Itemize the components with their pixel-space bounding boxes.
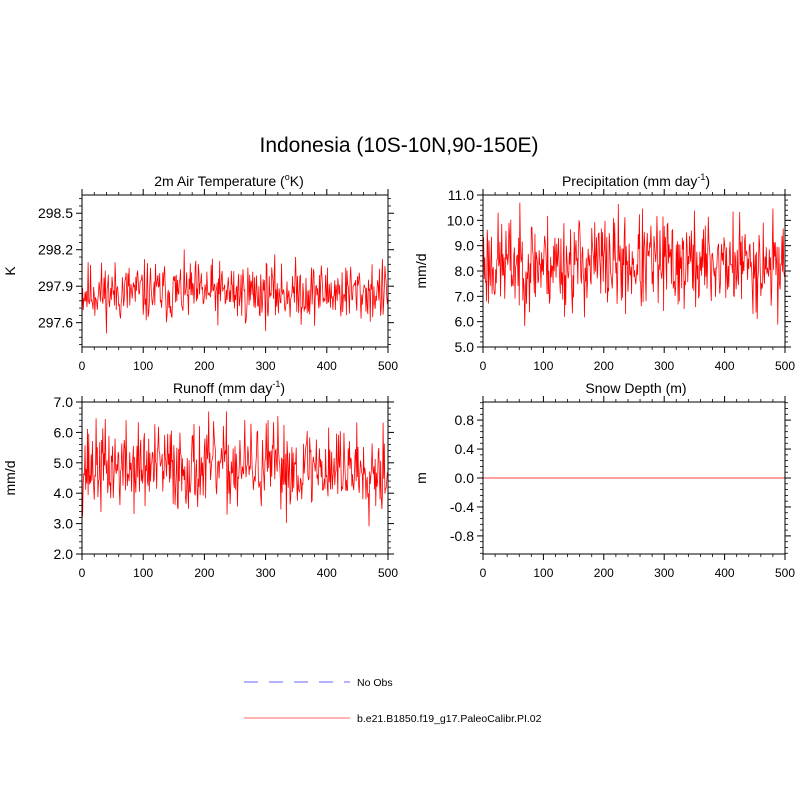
plot-frame — [81, 194, 389, 348]
x-tick-label: 0 — [480, 359, 487, 373]
y-tick-label: 8.0 — [455, 263, 475, 279]
x-tick-label: 200 — [594, 359, 614, 373]
x-tick-label: 300 — [256, 566, 276, 580]
y-axis-label: mm/d — [413, 254, 429, 289]
x-tick-label: 500 — [775, 359, 795, 373]
y-tick-label: -0.4 — [450, 499, 474, 515]
y-axis-label: mm/d — [2, 461, 18, 496]
legend-label: b.e21.B1850.f19_g17.PaleoCalibr.PI.02 — [357, 713, 542, 725]
x-tick-label: 500 — [775, 566, 795, 580]
y-tick-label: 9.0 — [455, 238, 475, 254]
y-tick-label: 297.9 — [38, 278, 73, 294]
panel-2: 0 100 200 300 400 500 5.0 6.0 7.0 8.0 9.0 10.0 11.0 m… — [413, 172, 795, 373]
x-tick-label: 100 — [133, 359, 153, 373]
y-tick-label: 6.0 — [54, 424, 74, 440]
x-tick-label: 200 — [194, 359, 214, 373]
x-tick-label: 100 — [533, 566, 553, 580]
x-tick-label: 100 — [133, 566, 153, 580]
x-tick-label: 300 — [256, 359, 276, 373]
x-tick-label: 0 — [480, 566, 487, 580]
x-tick-label: 400 — [317, 359, 337, 373]
figure-title: Indonesia (10S-10N,90-150E) — [259, 134, 538, 157]
y-tick-label: 297.6 — [38, 315, 73, 331]
y-tick-label: 298.2 — [38, 242, 73, 258]
panel-4: 0 100 200 300 400 500 -0.8 -0.4 0.0 0.4 0.8 m Snow D… — [413, 380, 795, 580]
x-tick-label: 400 — [715, 359, 735, 373]
legend: No Obs b.e21.B1850.f19_g17.PaleoCalibr.PI… — [244, 677, 542, 725]
y-tick-label: 298.5 — [38, 205, 73, 221]
panel-3: 0 100 200 300 400 500 2.0 3.0 4.0 5.0 6.0 7.0 mm/d Ru… — [2, 379, 398, 580]
x-tick-label: 400 — [715, 566, 735, 580]
y-tick-label: 0.8 — [455, 412, 475, 428]
y-tick-label: 7.0 — [54, 394, 74, 410]
panel-title: 2m Air Temperature (oK) — [154, 172, 303, 189]
x-tick-label: 0 — [79, 359, 86, 373]
panel-title: Precipitation (mm day-1) — [562, 172, 710, 189]
x-tick-label: 100 — [533, 359, 553, 373]
y-tick-label: 3.0 — [54, 516, 74, 532]
y-axis-label: K — [2, 266, 18, 276]
y-tick-label: 4.0 — [54, 485, 74, 501]
x-tick-label: 0 — [79, 566, 86, 580]
y-tick-label: 7.0 — [455, 288, 475, 304]
y-tick-label: 0.0 — [455, 470, 475, 486]
x-tick-label: 400 — [317, 566, 337, 580]
plot-frame — [81, 401, 389, 555]
y-tick-label: 5.0 — [455, 339, 475, 355]
y-tick-label: 10.0 — [447, 212, 474, 228]
x-tick-label: 200 — [594, 566, 614, 580]
y-tick-label: 11.0 — [448, 187, 474, 203]
panel-1: 0 100 200 300 400 500 297.6 297.9 298.2 298.5 K 2m … — [2, 172, 398, 373]
panel-title: Snow Depth (m) — [585, 380, 686, 396]
series-line — [81, 411, 389, 527]
x-tick-label: 300 — [654, 359, 674, 373]
panels: 0 100 200 300 400 500 297.6 297.9 298.2 298.5 K 2m … — [2, 172, 795, 580]
legend-label: No Obs — [357, 677, 393, 689]
x-tick-label: 300 — [654, 566, 674, 580]
y-tick-label: 6.0 — [455, 314, 475, 330]
series-line — [81, 249, 389, 334]
y-tick-label: -0.8 — [450, 528, 474, 544]
y-tick-label: 0.4 — [455, 441, 475, 457]
y-axis-label: m — [413, 472, 429, 484]
panel-title: Runoff (mm day-1) — [173, 379, 285, 396]
x-tick-label: 500 — [378, 359, 398, 373]
y-tick-label: 2.0 — [54, 546, 74, 562]
series-line — [482, 202, 786, 327]
x-tick-label: 500 — [378, 566, 398, 580]
x-tick-label: 200 — [194, 566, 214, 580]
y-tick-label: 5.0 — [54, 455, 74, 471]
